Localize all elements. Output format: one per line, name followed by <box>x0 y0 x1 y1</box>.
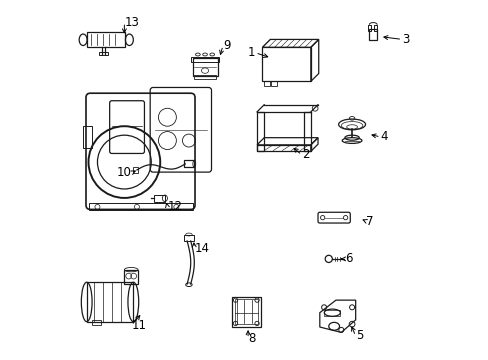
Text: 7: 7 <box>366 215 373 228</box>
Bar <box>88 203 192 211</box>
Text: 3: 3 <box>402 33 409 46</box>
Text: 13: 13 <box>124 16 139 29</box>
Bar <box>154 195 164 202</box>
Text: 1: 1 <box>247 46 255 59</box>
Bar <box>83 126 92 148</box>
Bar <box>264 81 269 86</box>
Bar <box>87 32 125 47</box>
Text: 14: 14 <box>194 242 209 255</box>
Text: 8: 8 <box>247 332 255 345</box>
Text: 9: 9 <box>223 39 230 52</box>
Bar <box>184 234 193 241</box>
Text: 2: 2 <box>301 148 309 161</box>
Bar <box>86 282 133 321</box>
Bar <box>183 160 194 167</box>
Text: 4: 4 <box>380 130 387 144</box>
Bar <box>132 167 138 173</box>
Bar <box>92 320 101 325</box>
Bar <box>191 57 219 62</box>
Bar <box>231 297 260 327</box>
Bar <box>192 58 217 76</box>
Text: 5: 5 <box>355 329 362 342</box>
Bar <box>271 81 276 86</box>
Bar <box>373 25 376 31</box>
Text: 12: 12 <box>167 201 182 213</box>
Bar <box>124 270 138 284</box>
Text: 10: 10 <box>117 166 131 179</box>
Bar <box>99 52 108 55</box>
Bar <box>368 30 376 40</box>
Text: 11: 11 <box>131 319 146 332</box>
Bar <box>194 75 215 79</box>
Bar <box>234 300 257 324</box>
Bar <box>367 25 370 31</box>
Bar <box>324 310 340 316</box>
Text: 6: 6 <box>344 252 352 265</box>
